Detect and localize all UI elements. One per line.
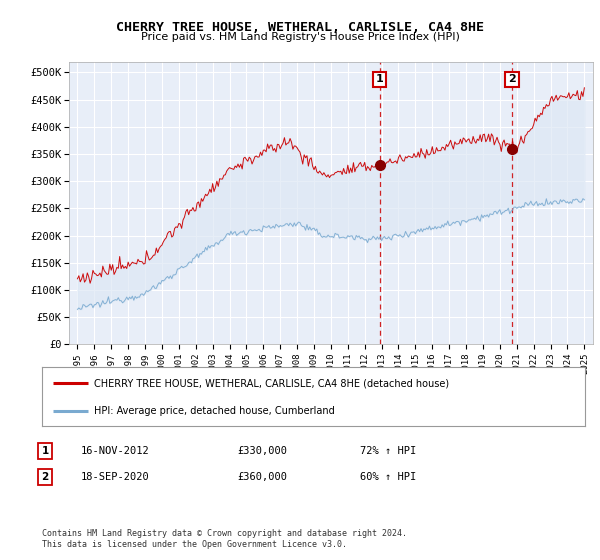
Text: 16-NOV-2012: 16-NOV-2012 (81, 446, 150, 456)
Text: 72% ↑ HPI: 72% ↑ HPI (360, 446, 416, 456)
Text: CHERRY TREE HOUSE, WETHERAL, CARLISLE, CA4 8HE: CHERRY TREE HOUSE, WETHERAL, CARLISLE, C… (116, 21, 484, 34)
Text: 1: 1 (41, 446, 49, 456)
Text: HPI: Average price, detached house, Cumberland: HPI: Average price, detached house, Cumb… (94, 406, 334, 416)
Text: £360,000: £360,000 (237, 472, 287, 482)
Text: 1: 1 (376, 74, 383, 85)
Text: £330,000: £330,000 (237, 446, 287, 456)
Text: 2: 2 (508, 74, 516, 85)
Text: 60% ↑ HPI: 60% ↑ HPI (360, 472, 416, 482)
Text: CHERRY TREE HOUSE, WETHERAL, CARLISLE, CA4 8HE (detached house): CHERRY TREE HOUSE, WETHERAL, CARLISLE, C… (94, 378, 449, 388)
Text: Price paid vs. HM Land Registry's House Price Index (HPI): Price paid vs. HM Land Registry's House … (140, 32, 460, 43)
Text: Contains HM Land Registry data © Crown copyright and database right 2024.
This d: Contains HM Land Registry data © Crown c… (42, 529, 407, 549)
Text: 18-SEP-2020: 18-SEP-2020 (81, 472, 150, 482)
Text: 2: 2 (41, 472, 49, 482)
